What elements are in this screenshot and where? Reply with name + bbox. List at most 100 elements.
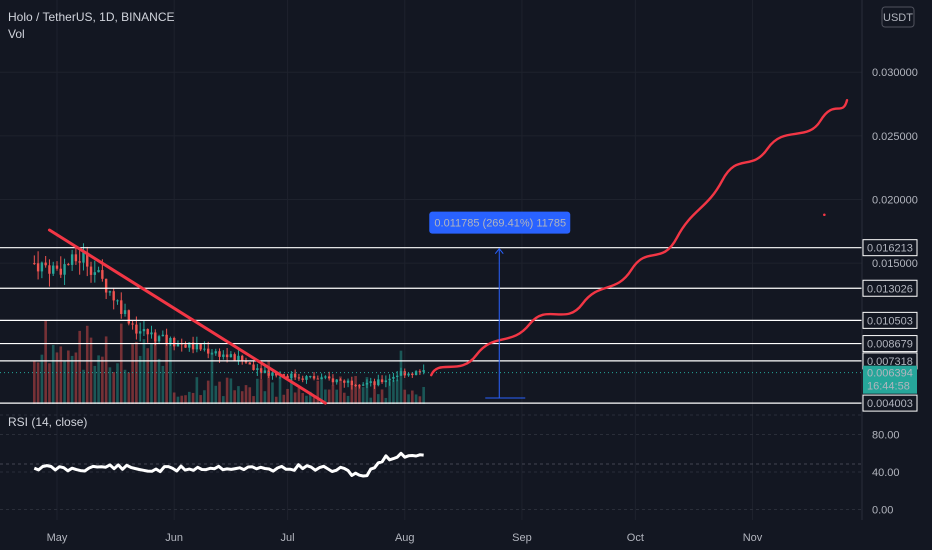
volume-bar <box>131 344 134 404</box>
candle-body <box>48 265 51 274</box>
volume-bar <box>210 352 214 404</box>
volume-bar <box>407 394 410 404</box>
volume-bar <box>380 389 384 404</box>
level-tag-label: 0.004003 <box>867 398 913 410</box>
volume-bar <box>392 380 395 404</box>
candle-body <box>78 261 81 263</box>
volume-bar <box>263 391 267 404</box>
volume-bar <box>278 377 282 404</box>
level-tag[interactable] <box>862 394 918 412</box>
candle-body <box>93 272 96 275</box>
volume-bar <box>369 397 373 404</box>
candle-body <box>195 343 199 350</box>
candle-body <box>361 384 365 386</box>
price-tick-label: 0.020000 <box>872 194 918 206</box>
volume-bar <box>361 387 365 404</box>
candle-body <box>418 371 422 373</box>
level-tag-label: 0.013026 <box>867 283 913 295</box>
candle-body <box>104 278 108 293</box>
x-tick-label: May <box>47 532 68 544</box>
volume-bar <box>305 395 308 404</box>
current-price-tag[interactable] <box>863 365 917 394</box>
volume-bar <box>308 391 312 404</box>
volume-bar <box>48 363 51 404</box>
volume-bar <box>320 376 323 404</box>
candle-body <box>36 263 40 272</box>
rsi-tick-label: 80.00 <box>872 430 900 442</box>
trendline[interactable] <box>47 228 327 405</box>
volume-bar <box>108 367 112 404</box>
volume-label[interactable]: Vol <box>8 27 25 41</box>
candle-body <box>384 380 388 383</box>
volume-bar <box>240 391 244 404</box>
candle-body <box>392 376 395 379</box>
volume-bar <box>414 394 418 404</box>
candle-body <box>252 364 255 370</box>
candle-body <box>86 252 89 267</box>
volume-bar <box>74 352 78 404</box>
candle-body <box>222 354 225 357</box>
volume-bar <box>70 355 74 404</box>
volume-bar <box>55 352 59 404</box>
price-tick-label: 0.030000 <box>872 67 918 79</box>
volume-bar <box>93 365 97 404</box>
volume-bar <box>116 363 119 404</box>
candle-body <box>343 380 346 383</box>
candle-body <box>399 371 403 376</box>
volume-bar <box>180 395 184 404</box>
volume-bar <box>169 343 172 404</box>
measure-label-box[interactable] <box>429 211 571 234</box>
level-tag[interactable] <box>862 239 918 257</box>
candle-body <box>82 252 85 263</box>
volume-bar <box>123 369 127 404</box>
projection-group[interactable] <box>430 99 849 377</box>
candle-body <box>350 380 354 386</box>
x-tick-label: Aug <box>395 532 415 544</box>
volume-bar <box>237 386 240 404</box>
volume-bar <box>188 391 191 404</box>
volume-bar <box>411 390 414 404</box>
candle-body <box>233 354 236 361</box>
volume-bar <box>67 350 70 404</box>
candle-body <box>241 355 244 362</box>
level-tag-label: 0.007318 <box>867 356 913 368</box>
volume-bar <box>286 388 289 404</box>
volume-bar <box>418 396 422 404</box>
measure-group[interactable]: 0.011785 (269.41%) 11785 <box>429 211 571 399</box>
candle-body <box>169 337 172 344</box>
volume-bar <box>150 343 153 404</box>
level-tag[interactable] <box>862 279 918 297</box>
candle-body <box>256 368 259 370</box>
projection-path[interactable] <box>430 99 849 377</box>
trendline-group[interactable] <box>47 228 327 405</box>
volume-bar <box>172 392 176 404</box>
horizontal-levels[interactable]: 0.016213 0.013026 0.010503 0.008679 0.007318… <box>0 239 918 412</box>
symbol-title[interactable]: Holo / TetherUS, 1D, BINANCE <box>8 10 175 24</box>
volume-bar <box>184 395 187 404</box>
volume-bar <box>119 323 123 404</box>
rsi-tick-label: 40.00 <box>872 467 900 479</box>
currency-badge[interactable] <box>881 6 915 28</box>
rsi-label[interactable]: RSI (14, close) <box>8 415 87 429</box>
volume-bar <box>89 337 93 404</box>
candle-body <box>214 351 217 354</box>
candle-body <box>108 291 112 293</box>
candle-body <box>59 268 62 275</box>
volume-bar <box>191 392 195 404</box>
candle-body <box>335 379 338 383</box>
level-tag[interactable] <box>862 335 918 353</box>
candle-body <box>346 380 350 383</box>
volume-bar <box>274 396 278 404</box>
candle-body <box>176 343 180 347</box>
volume-bar <box>161 365 165 404</box>
candle-body <box>138 331 142 334</box>
volume-bar <box>78 330 81 404</box>
candle-body <box>203 348 206 350</box>
candle-body <box>157 336 161 342</box>
volume-bar <box>316 380 320 404</box>
rsi-tick-label: 0.00 <box>872 505 893 517</box>
candle-body <box>396 375 399 377</box>
level-tag[interactable] <box>862 311 918 329</box>
